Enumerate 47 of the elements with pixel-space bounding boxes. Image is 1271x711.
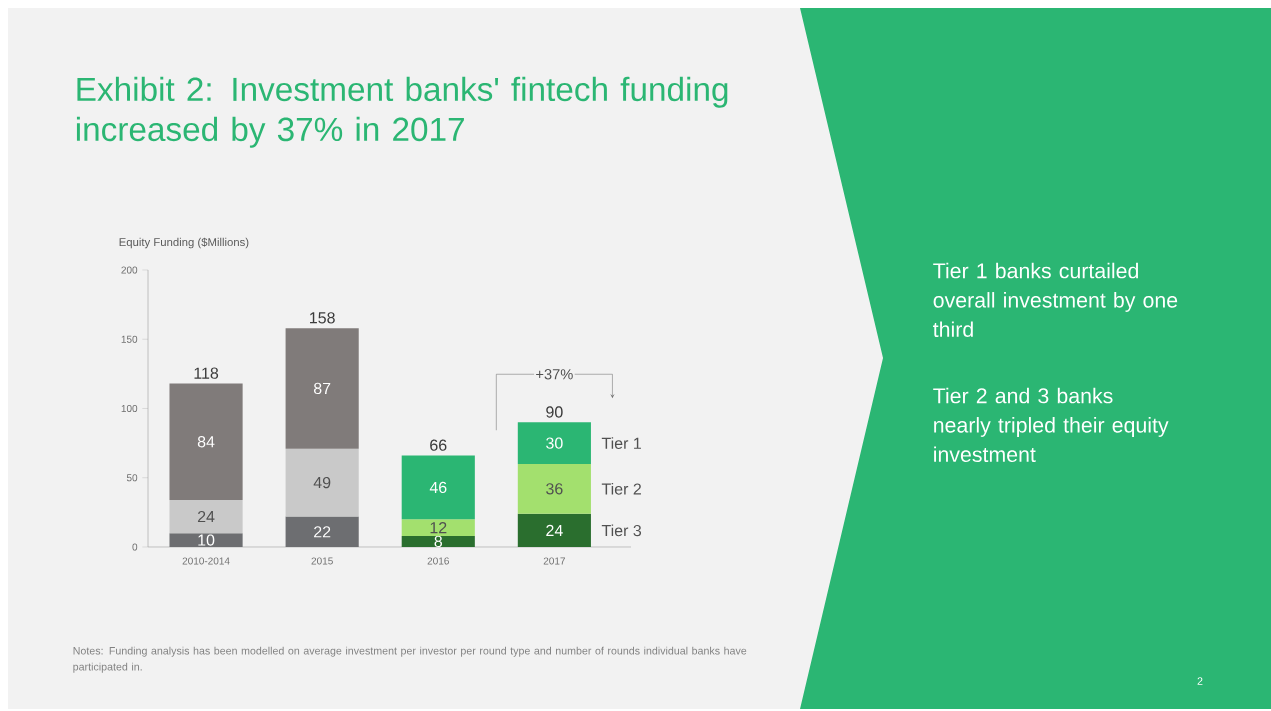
bar: [169, 533, 243, 547]
series-label: Tier 3: [601, 524, 642, 537]
y-axis-title: Equity Funding ($Millions): [119, 237, 249, 249]
total-label: 158: [310, 312, 335, 324]
data-label: 8: [434, 535, 443, 548]
bar: [169, 499, 243, 534]
data-label: 22: [314, 526, 331, 538]
data-label: 24: [546, 524, 563, 536]
data-label: 36: [546, 483, 563, 495]
bar: [401, 455, 475, 520]
data-label: 84: [197, 436, 215, 448]
chart-title: Exhibit 2: Investment banks' fintech funding increased by 37% in 2017: [76, 76, 728, 148]
series-label: Tier 2: [601, 482, 641, 495]
bar: [169, 383, 243, 500]
x-tick-label: 2010-2014: [182, 557, 230, 565]
text: Notes: Funding analysis has been modelled on average investment per investor per round type and number of rounds individual banks have participated in.: [73, 646, 747, 673]
data-label: 49: [313, 476, 331, 489]
x-tick-label: 2015: [311, 557, 333, 565]
bar: [517, 422, 591, 464]
series-label: Tier 1: [601, 437, 641, 449]
y-tick-label: 100: [121, 404, 138, 413]
y-tick-label: 150: [121, 335, 138, 343]
y-tick-label: 200: [121, 266, 138, 274]
bar: [285, 448, 359, 517]
data-label: 10: [198, 534, 215, 546]
data-label: 30: [546, 437, 563, 449]
bar: [517, 463, 591, 514]
x-tick-label: 2017: [543, 557, 565, 565]
total-label: 118: [194, 367, 219, 379]
bar: [401, 519, 475, 536]
x-tick-label: 2016: [427, 557, 449, 565]
text: Tier 1 banks curtailed overall investment by one third: [933, 262, 1178, 338]
text: 2: [1197, 677, 1203, 685]
data-label: 87: [313, 382, 331, 395]
y-tick-label: 0: [132, 543, 138, 551]
total-label: 66: [430, 439, 447, 451]
y-tick-label: 50: [126, 474, 138, 482]
bar: [517, 513, 591, 547]
bar: [285, 328, 359, 449]
bar: [285, 516, 359, 547]
data-label: 46: [429, 481, 447, 494]
text: Tier 2 and 3 banks nearly tripled their equity investment: [933, 387, 1169, 463]
total-label: 90: [546, 406, 563, 418]
annotation: +37%: [536, 369, 573, 380]
data-label: 12: [430, 522, 447, 534]
data-label: 24: [197, 510, 215, 523]
bar: [401, 535, 475, 547]
